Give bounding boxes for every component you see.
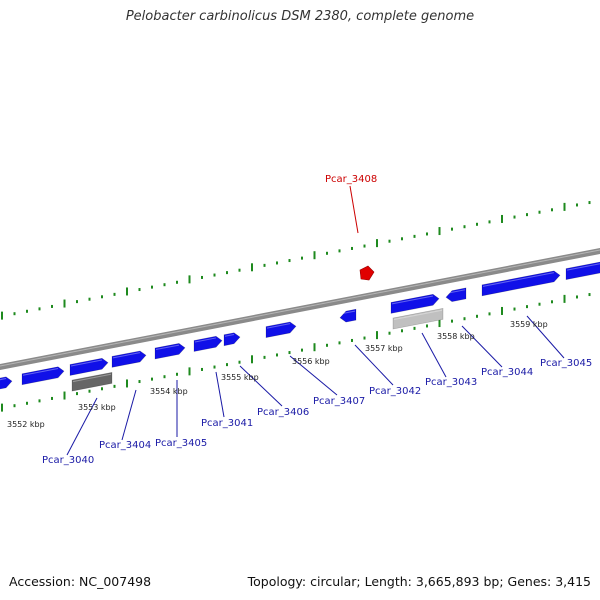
- gene-feature[interactable]: [71, 371, 113, 392]
- label-leaders: [66, 185, 565, 456]
- map-title: Pelobacter carbinolicus DSM 2380, comple…: [125, 9, 475, 24]
- gene-feature[interactable]: [111, 350, 147, 368]
- scale-ticks-lower: [1, 293, 591, 412]
- gene-feature[interactable]: [390, 293, 440, 314]
- gene-label[interactable]: Pcar_3405: [155, 438, 207, 449]
- gene-feature[interactable]: [565, 261, 600, 280]
- gene-feature[interactable]: [193, 335, 223, 352]
- highlighted-gene-feature[interactable]: [359, 265, 375, 281]
- gene-feature[interactable]: [265, 321, 297, 338]
- genome-summary: Topology: circular; Length: 3,665,893 bp…: [247, 574, 591, 589]
- scale-label: 3556 kbp: [292, 357, 330, 366]
- scale-label: 3557 kbp: [365, 344, 403, 353]
- scale-label: 3554 kbp: [150, 387, 188, 396]
- gene-label[interactable]: Pcar_3043: [425, 377, 477, 388]
- gene-feature[interactable]: [339, 308, 357, 323]
- gene-feature[interactable]: [481, 270, 561, 297]
- labels: 3552 kbp 3553 kbp 3554 kbp 3555 kbp 3556 kbp…: [7, 174, 592, 466]
- gene-label[interactable]: Pcar_3044: [481, 367, 533, 378]
- gene-feature[interactable]: [0, 376, 13, 391]
- gene-features: [0, 261, 600, 392]
- gene-label[interactable]: Pcar_3408: [325, 174, 377, 185]
- gene-feature[interactable]: [392, 308, 444, 330]
- scale-label: 3559 kbp: [510, 320, 548, 329]
- genome-backbone: [0, 248, 600, 370]
- gene-label[interactable]: Pcar_3407: [313, 396, 365, 407]
- scale-label: 3553 kbp: [78, 403, 116, 412]
- scale-label: 3552 kbp: [7, 420, 45, 429]
- scale-label: 3558 kbp: [437, 332, 475, 341]
- scale-ticks-upper: [1, 201, 591, 320]
- gene-label[interactable]: Pcar_3040: [42, 455, 94, 466]
- gene-feature[interactable]: [154, 343, 186, 360]
- gene-label[interactable]: Pcar_3042: [369, 386, 421, 397]
- accession-label: Accession: NC_007498: [9, 574, 152, 589]
- gene-label[interactable]: Pcar_3045: [540, 358, 592, 369]
- gene-feature[interactable]: [69, 357, 109, 376]
- gene-feature[interactable]: [223, 332, 241, 347]
- scale-label: 3555 kbp: [221, 373, 259, 382]
- gene-feature[interactable]: [445, 287, 467, 302]
- gene-feature[interactable]: [21, 366, 65, 386]
- gene-label[interactable]: Pcar_3404: [99, 440, 151, 451]
- gene-label[interactable]: Pcar_3406: [257, 407, 309, 418]
- gene-label[interactable]: Pcar_3041: [201, 418, 253, 429]
